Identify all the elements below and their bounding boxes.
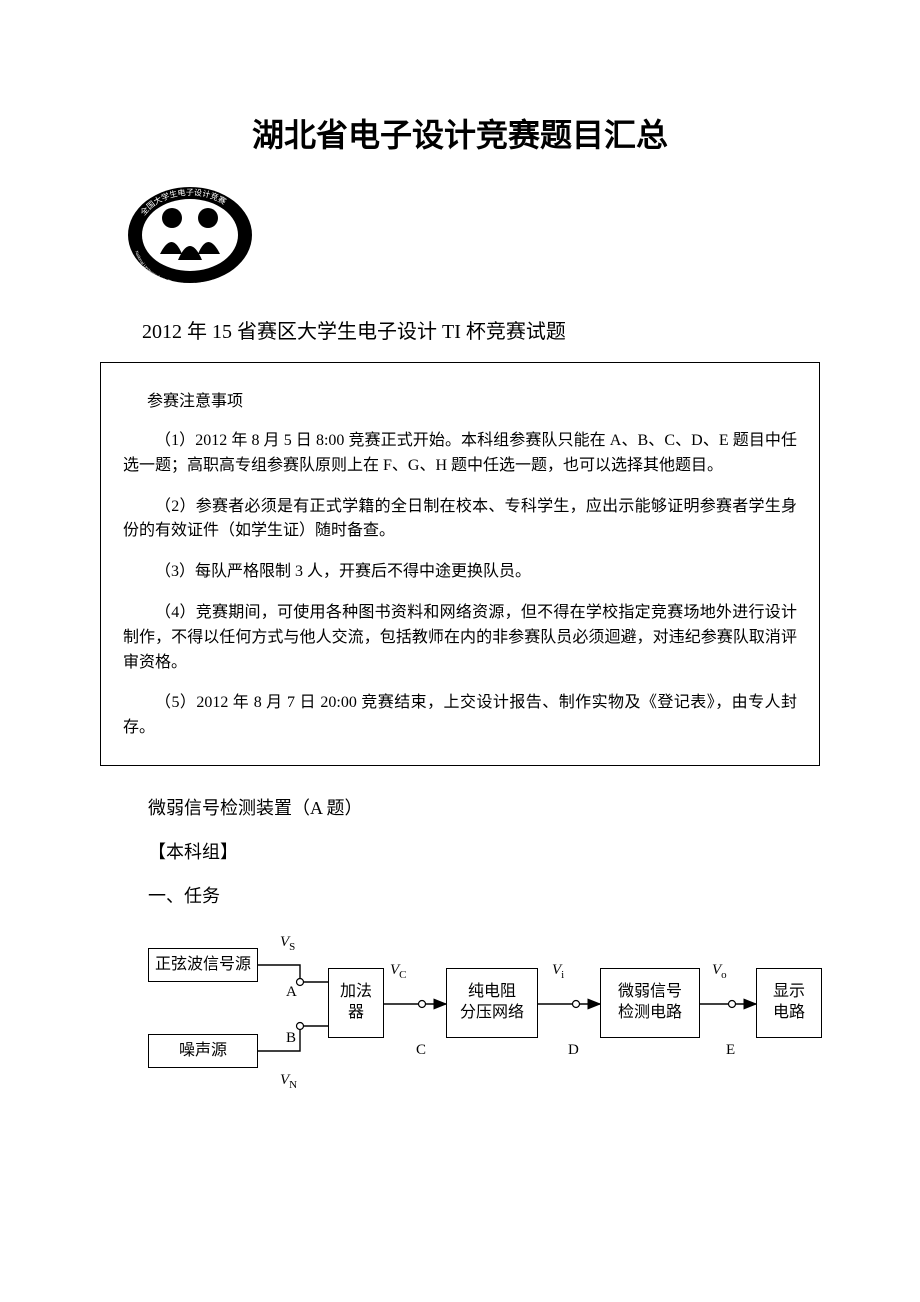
notice-item: （3）每队严格限制 3 人，开赛后不得中途更换队员。 xyxy=(123,560,797,585)
block-noise: 噪声源 xyxy=(148,1034,258,1068)
notice-heading: 参赛注意事项 xyxy=(147,387,797,411)
node-label-A: A xyxy=(286,984,297,1001)
contest-logo: 全国大学生电子设计竞赛 National Undergraduate Elect… xyxy=(120,180,820,295)
notice-item: （4）竞赛期间，可使用各种图书资料和网络资源，但不得在学校指定竞赛场地外进行设计… xyxy=(123,601,797,675)
block-sine: 正弦波信号源 xyxy=(148,948,258,982)
block-diagram: 正弦波信号源噪声源 加法 器 纯电阻 分压网络微弱信号 检测电路显示 电路 VS VN V… xyxy=(128,926,848,1106)
node-label-E: E xyxy=(726,1042,735,1059)
signal-label-VC: VC xyxy=(390,962,407,981)
signal-label-Vi: Vi xyxy=(552,962,564,981)
problem-group: 【本科组】 xyxy=(148,838,820,864)
page-title: 湖北省电子设计竞赛题目汇总 xyxy=(100,110,820,156)
node-label-D: D xyxy=(568,1042,579,1059)
problem-name: 微弱信号检测装置（A 题） xyxy=(148,794,820,820)
notice-item: （5）2012 年 8 月 7 日 20:00 竞赛结束，上交设计报告、制作实物… xyxy=(123,691,797,741)
notice-item: （1）2012 年 8 月 5 日 8:00 竞赛正式开始。本科组参赛队只能在 … xyxy=(123,429,797,479)
notice-box: 参赛注意事项 （1）2012 年 8 月 5 日 8:00 竞赛正式开始。本科组… xyxy=(100,362,820,766)
signal-label-VN: VN xyxy=(280,1072,297,1091)
block-div: 纯电阻 分压网络 xyxy=(446,968,538,1038)
block-disp: 显示 电路 xyxy=(756,968,822,1038)
notice-item: （2）参赛者必须是有正式学籍的全日制在校本、专科学生，应出示能够证明参赛者学生身… xyxy=(123,495,797,545)
node-label-B: B xyxy=(286,1030,296,1047)
signal-label-Vo: Vo xyxy=(712,962,727,981)
node-label-C: C xyxy=(416,1042,426,1059)
block-adder: 加法 器 xyxy=(328,968,384,1038)
signal-label-VS: VS xyxy=(280,934,295,953)
block-detect: 微弱信号 检测电路 xyxy=(600,968,700,1038)
task-heading: 一、任务 xyxy=(148,882,820,908)
subtitle: 2012 年 15 省赛区大学生电子设计 TI 杯竞赛试题 xyxy=(142,315,820,344)
